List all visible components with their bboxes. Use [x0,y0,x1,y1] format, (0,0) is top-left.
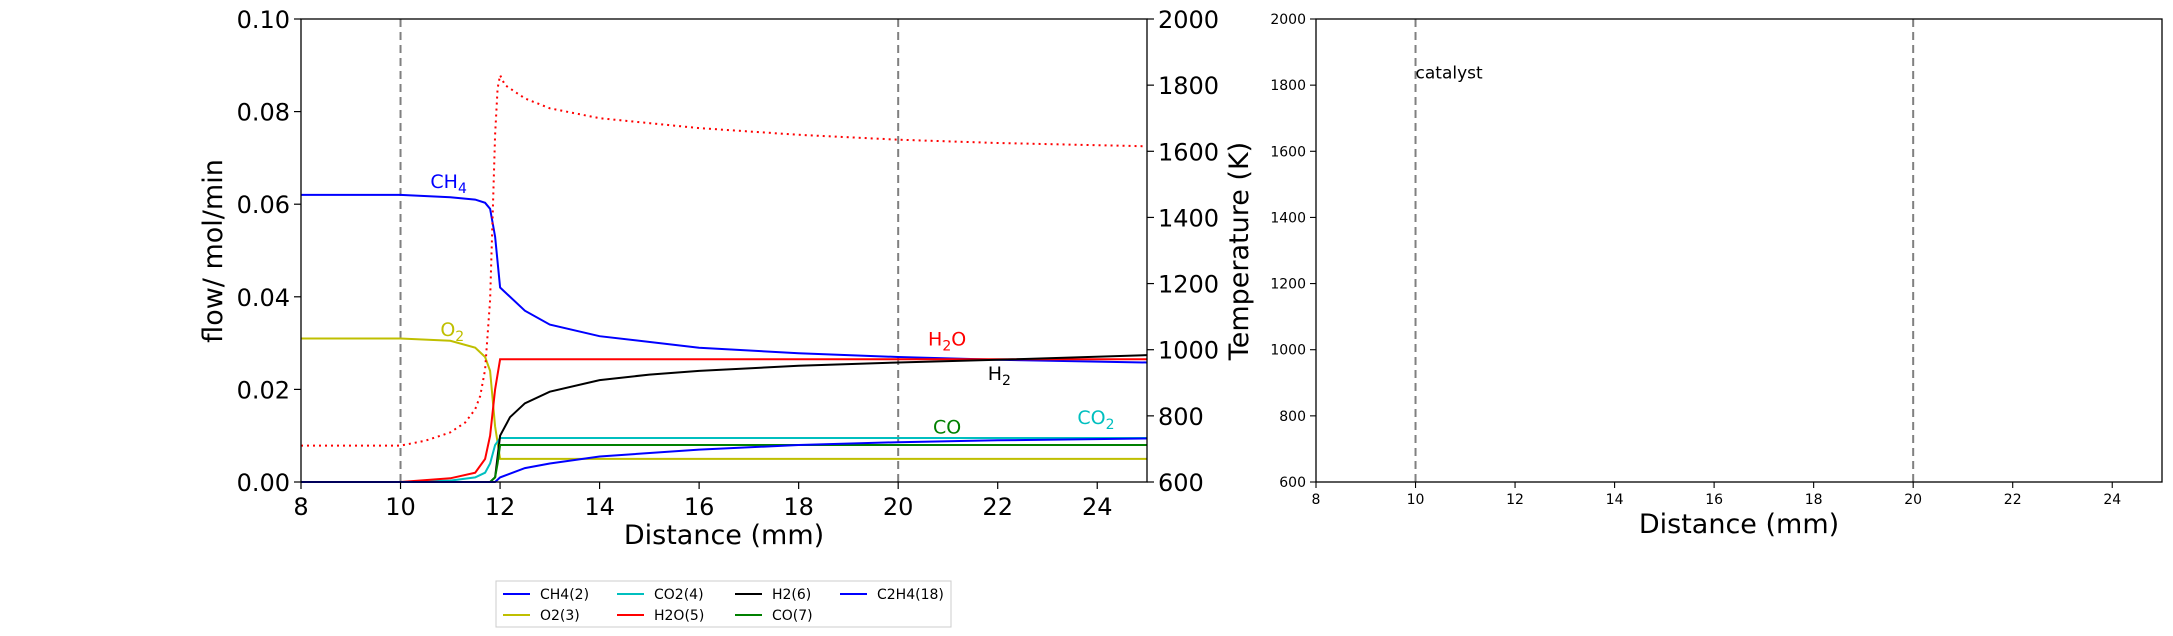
y-tick-label-0.10: 0.10 [237,6,290,34]
right-y-tick-label-1800: 1800 [1270,78,1306,94]
x-tick-label-12: 12 [485,493,516,521]
y-tick-label-0.00: 0.00 [237,469,290,497]
annotation-ch4: CH4 [430,171,467,197]
right-x-tick-label-24: 24 [2103,492,2121,508]
y2-tick-label-800: 800 [1158,403,1204,431]
left-y-ticks: 0.00 0.02 0.04 0.06 0.08 0.10 [237,6,301,497]
legend-label-o2-3: O2(3) [540,608,580,624]
annotation-h2o: H2O [928,328,966,354]
legend-entries: CH4(2) CO2(4) H2(6) C2H4(18) O2(3) H2O(5) CO(7… [503,587,944,624]
right-x-tick-label-14: 14 [1606,492,1624,508]
series-line-o2-3 [301,337,1147,460]
left-y-axis-label: flow/ mol/min [198,159,229,343]
right-y-tick-label-1400: 1400 [1270,210,1306,226]
x-tick-label-14: 14 [584,493,615,521]
right-plot-frame [1315,18,2163,483]
left-x-axis-label: Distance (mm) [624,520,824,551]
legend-label-c2h4-18: C2H4(18) [877,587,944,603]
x-tick-label-20: 20 [883,493,914,521]
right-x-axis-label: Distance (mm) [1639,509,1839,540]
right-y-tick-label-1600: 1600 [1270,144,1306,160]
x-tick-label-22: 22 [982,493,1013,521]
right-y-tick-label-1200: 1200 [1270,277,1306,293]
right-x-tick-label-20: 20 [1904,492,1922,508]
legend-label-ch4-2: CH4(2) [540,587,589,603]
x-tick-label-16: 16 [684,493,715,521]
legend: CH4(2) CO2(4) H2(6) C2H4(18) O2(3) H2O(5) CO(7… [495,580,952,628]
y2-tick-label-1600: 1600 [1158,138,1219,166]
right-y-tick-label-600: 600 [1279,475,1306,491]
y-tick-label-0.08: 0.08 [237,99,290,127]
left-plot-frame [300,18,1148,483]
legend-label-co-7: CO(7) [772,608,813,624]
series-line-ch4-2 [301,193,1148,364]
legend-label-co2-4: CO2(4) [654,587,704,603]
right-y-ticks: 600 800 1000 1200 1400 1600 1800 2000 [1270,12,1316,491]
y2-tick-label-1400: 1400 [1158,204,1219,232]
right-y-tick-label-800: 800 [1279,409,1306,425]
legend-label-h2-6: H2(6) [772,587,811,603]
y2-tick-label-1000: 1000 [1158,337,1219,365]
y2-tick-label-600: 600 [1158,469,1204,497]
annotation-o2: O2 [440,319,464,345]
right-x-tick-label-18: 18 [1805,492,1823,508]
right-y-tick-label-1000: 1000 [1270,343,1306,359]
series-line-c2h4-18 [301,437,1148,483]
right-chart: 8 10 12 14 16 18 20 22 24 600 800 1000 1200 1400 1600… [1270,12,2163,540]
right-x-tick-label-12: 12 [1506,492,1524,508]
left-y2-ticks: 600 800 1000 1200 1400 1600 1800 2000 [1147,6,1219,497]
series-line-co2-4 [301,437,1147,483]
right-x-tick-label-22: 22 [2004,492,2022,508]
right-x-tick-label-10: 10 [1407,492,1425,508]
left-x-ticks: 8 10 12 14 16 18 20 22 24 [293,482,1113,521]
x-tick-label-24: 24 [1082,493,1113,521]
x-tick-label-8: 8 [293,493,308,521]
annotation-h2: H2 [988,363,1011,389]
x-tick-label-18: 18 [783,493,814,521]
y2-tick-label-2000: 2000 [1158,6,1219,34]
left-y2-axis-label: Temperature (K) [1224,142,1255,361]
x-tick-label-10: 10 [385,493,416,521]
y2-tick-label-1200: 1200 [1158,271,1219,299]
right-x-ticks: 8 10 12 14 16 18 20 22 24 [1312,482,2121,508]
left-chart: 8 10 12 14 16 18 20 22 24 0.000.020.040.060.080.… [198,6,1255,628]
right-y-tick-label-2000: 2000 [1270,12,1306,28]
legend-box [495,580,952,628]
legend-label-h2o-5: H2O(5) [654,608,704,624]
left-annotations: CH4 O2 H2O H2 CO CO2 [430,171,1114,438]
y2-tick-label-1800: 1800 [1158,72,1219,100]
annotation-co2: CO2 [1077,407,1114,433]
y-tick-label-0.04: 0.04 [237,284,290,312]
annotation-co: CO [933,416,961,438]
right-annotation-catalyst: catalyst [1416,64,1483,84]
y-tick-label-0.02: 0.02 [237,376,290,404]
right-x-tick-label-16: 16 [1705,492,1723,508]
y-tick-label-0.06: 0.06 [237,191,290,219]
right-x-tick-label-8: 8 [1312,492,1321,508]
series-line-h2o-5 [301,358,1147,483]
left-series-lines [301,193,1148,483]
